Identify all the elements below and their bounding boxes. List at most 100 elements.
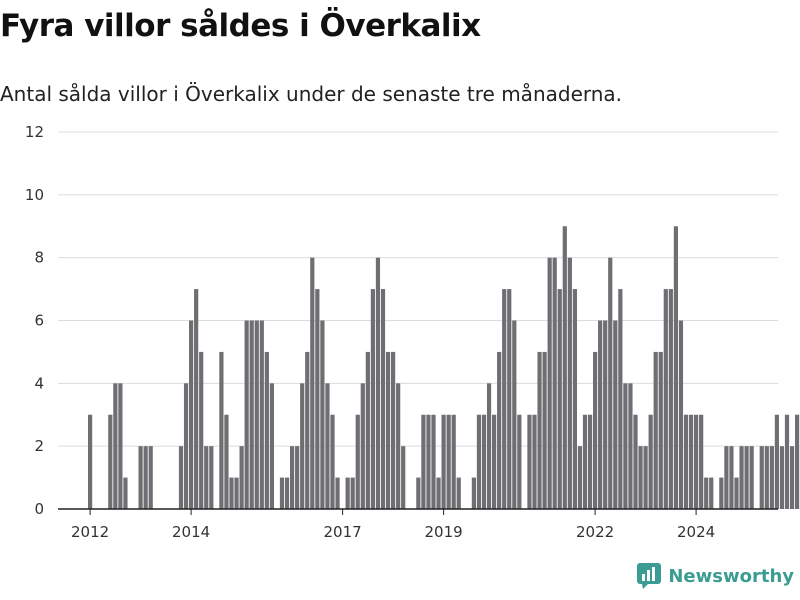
bar [118,383,123,509]
bar [486,383,492,509]
bar [320,320,325,509]
y-tick-label: 8 [34,249,44,267]
bar [598,320,603,509]
bars [88,226,800,509]
bar [512,320,517,509]
bar [396,383,401,509]
bar [436,477,441,509]
x-axis: 2012 2014 2017 2019 2022 2024 [58,508,778,541]
bar [300,383,305,509]
bar [557,289,562,509]
bar [290,446,295,509]
bar [572,289,577,509]
bar [577,446,583,509]
bar [749,446,754,509]
bar [603,320,608,509]
bar [633,414,638,509]
bar [507,289,512,509]
bar [183,383,189,509]
bar [234,477,239,509]
bar [492,414,497,509]
bar [416,477,421,509]
bar [683,414,689,509]
bar [719,477,724,509]
bar [658,351,663,509]
bar [431,414,436,509]
bar [643,446,648,509]
x-tick-label: 2012 [71,523,109,541]
bar [189,320,194,509]
bar [779,446,785,509]
bar [456,477,461,509]
bar [547,257,552,509]
bar [138,446,143,509]
chart-subtitle: Antal sålda villor i Överkalix under de … [0,82,623,106]
bar [284,477,290,509]
bar [668,289,673,509]
bar [355,414,360,509]
bar [259,320,264,509]
bar [613,320,618,509]
bar [618,289,623,509]
bar [729,446,734,509]
bar [678,320,684,509]
bar [688,414,694,509]
bar [476,414,482,509]
bar [88,414,93,509]
bar [795,414,800,509]
bar [325,383,330,509]
bar [582,414,588,509]
bar [608,257,613,509]
bar [269,383,274,509]
bar [517,414,522,509]
bar [628,383,633,509]
bar [199,351,204,509]
bar [244,320,249,509]
bar [567,257,572,509]
bar [593,351,598,509]
bar [370,289,375,509]
bar [310,257,315,509]
bar [734,477,739,509]
bar [774,414,779,509]
y-tick-label: 4 [34,374,44,392]
bar [148,446,153,509]
bar [194,289,199,509]
y-tick-label: 6 [34,312,44,330]
bar [673,226,678,509]
bar [380,289,386,509]
bar [744,446,749,509]
bar [108,414,113,509]
bar [123,477,128,509]
bar [239,446,244,509]
brand-name: Newsworthy [668,565,794,587]
y-tick-label: 12 [25,123,44,141]
bar [552,257,557,509]
bar [113,383,118,509]
bar [345,477,350,509]
bar [638,446,643,509]
bar [769,446,774,509]
y-tick-label: 2 [34,437,44,455]
bar [704,477,709,509]
newsworthy-chat-chart-icon [637,563,662,589]
bar [249,320,254,509]
bar [305,351,310,509]
bar [335,477,340,509]
bar [143,446,148,509]
bar [178,446,184,509]
bar [295,446,300,509]
bar [451,414,456,509]
bar [204,446,209,509]
bar [391,351,396,509]
bar [709,477,714,509]
bar [365,351,370,509]
bar [648,414,653,509]
bar [471,477,476,509]
bar [759,446,764,509]
newsworthy-logo: Newsworthy [636,562,794,590]
bar [385,351,391,509]
bar [350,477,355,509]
bar [446,414,451,509]
x-tick-label: 2024 [677,523,715,541]
